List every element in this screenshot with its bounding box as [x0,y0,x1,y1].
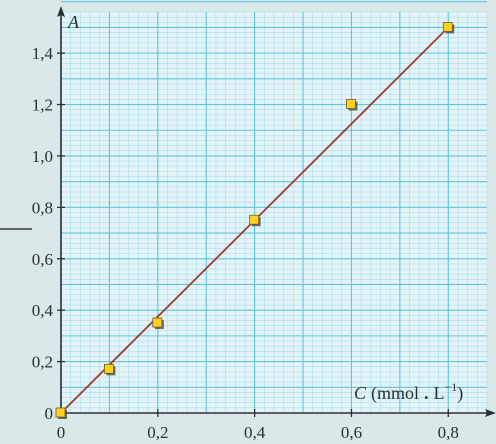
data-point [442,22,453,32]
data-point [152,317,163,328]
x-axis-unit-open: (mmol [371,383,419,404]
data-point [249,214,260,225]
x-axis-title: C (mmol. L−1) [354,380,463,404]
x-axis-unit-exponent: −1 [445,380,458,394]
data-point [55,407,66,418]
y-tick-label: 0,6 [32,250,53,269]
y-tick-label: 1,0 [32,147,53,166]
x-axis-unit-close: ) [457,383,463,404]
x-axis-unit-dot: . [424,383,429,403]
x-axis-symbol: C [354,383,367,403]
y-tick-label: 1,2 [32,96,53,115]
data-point [104,363,114,374]
y-tick-label: 1,4 [32,44,54,63]
data-point [346,99,356,109]
x-axis-arrow [485,409,496,417]
x-tick-labels: 0 0,2 0,4 0,6 0,8 [57,423,459,442]
x-tick-label: 0,8 [438,423,459,442]
y-axis-title: A [67,12,80,32]
x-tick-label: 0,4 [244,423,266,442]
y-tick-label: 0 [45,404,54,423]
x-axis-unit-liter: L [434,383,445,403]
y-tick-label: 0,8 [32,198,53,217]
x-tick-label: 0 [57,423,66,442]
x-tick-label: 0,2 [147,423,168,442]
x-tick-label: 0,6 [341,423,362,442]
y-tick-label: 0,2 [32,353,53,372]
y-tick-labels: 0 0,2 0,4 0,6 0,8 1,0 1,2 1,4 [32,44,54,423]
data-points [55,22,455,419]
y-tick-label: 0,4 [32,301,54,320]
y-axis-arrow [57,6,65,17]
